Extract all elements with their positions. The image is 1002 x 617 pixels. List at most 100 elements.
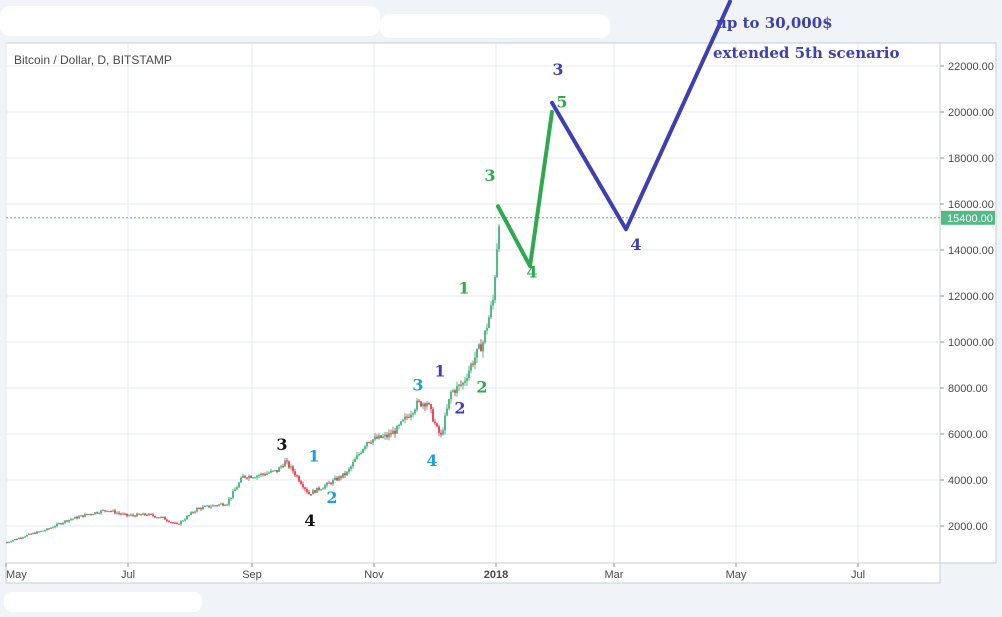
candle-body — [284, 460, 286, 467]
candle-body — [228, 499, 230, 505]
candle-body — [80, 515, 82, 517]
candle-body — [388, 433, 390, 438]
current-price-tag — [941, 210, 995, 225]
annotation-line1: up to 30,000$ — [716, 14, 833, 32]
candle-body — [486, 328, 488, 331]
candle-body — [420, 401, 422, 407]
candle-body — [40, 530, 42, 532]
candle-body — [214, 505, 216, 507]
candle-body — [14, 539, 16, 541]
candle-body — [96, 512, 98, 514]
candle-body — [166, 519, 168, 521]
candle-body — [402, 419, 404, 422]
candle-body — [322, 488, 324, 490]
candle-body — [222, 503, 224, 506]
candle-body — [448, 399, 450, 409]
candle-body — [256, 475, 258, 478]
candle-body — [274, 469, 276, 471]
candlestick-series — [6, 223, 500, 544]
candle-body — [162, 516, 164, 518]
candle-body — [94, 512, 96, 515]
candle-body — [278, 467, 280, 472]
candle-body — [34, 532, 36, 534]
candle-body — [232, 491, 234, 498]
candle-body — [470, 363, 472, 371]
x-tick-label: Jul — [121, 569, 135, 581]
candle-body — [116, 512, 118, 514]
candle-body — [224, 505, 226, 507]
candle-body — [238, 482, 240, 488]
candle-body — [72, 518, 74, 520]
candle-body — [438, 426, 440, 433]
wave-label: 3 — [276, 435, 287, 454]
candle-body — [354, 459, 356, 463]
candle-body — [288, 461, 290, 468]
candle-body — [150, 513, 152, 515]
candle-body — [476, 348, 478, 358]
candle-body — [226, 504, 228, 506]
top-white-patch-2 — [380, 14, 610, 38]
candle-body — [268, 472, 270, 474]
candle-body — [128, 515, 130, 517]
candle-body — [464, 380, 466, 383]
candle-body — [262, 473, 264, 475]
candle-body — [376, 436, 378, 439]
candle-body — [432, 409, 434, 422]
bottom-white-patch — [4, 592, 202, 612]
candle-body — [130, 514, 132, 516]
candle-body — [316, 487, 318, 493]
y-tick-label: 14000.00 — [948, 245, 994, 257]
candle-body — [392, 430, 394, 435]
candle-body — [320, 489, 322, 491]
candle-body — [350, 466, 352, 469]
candle-body — [482, 342, 484, 352]
candle-body — [110, 511, 112, 513]
y-tick-label: 12000.00 — [948, 291, 994, 303]
candle-body — [188, 514, 190, 516]
candle-body — [198, 507, 200, 509]
candle-body — [302, 484, 304, 488]
candle-body — [422, 403, 424, 407]
candle-body — [264, 474, 266, 476]
candle-body — [290, 466, 292, 468]
time-axis[interactable] — [5, 562, 941, 584]
price-axis[interactable] — [939, 42, 997, 564]
y-tick-label: 8000.00 — [948, 383, 988, 395]
candle-body — [416, 400, 418, 410]
candle-body — [490, 305, 492, 318]
candle-body — [100, 510, 102, 514]
candle-body — [38, 531, 40, 533]
candle-body — [414, 409, 416, 414]
candle-body — [404, 416, 406, 420]
y-tick-label: 18000.00 — [948, 153, 994, 165]
candle-body — [56, 523, 58, 527]
candle-body — [450, 391, 452, 400]
chart-title: Bitcoin / Dollar, D, BITSTAMP — [14, 53, 172, 67]
candle-body — [370, 442, 372, 444]
candle-body — [324, 485, 326, 489]
candle-body — [148, 513, 150, 516]
candle-body — [46, 528, 48, 531]
candle-body — [200, 508, 202, 510]
candle-body — [424, 403, 426, 407]
candle-body — [174, 522, 176, 524]
x-tick-labels: May Jul Sep Nov 2018 Mar May Jul — [6, 569, 865, 581]
candle-body — [488, 317, 490, 329]
candle-body — [62, 522, 64, 525]
candle-body — [10, 541, 12, 543]
wave-label: 2 — [326, 488, 337, 507]
candle-body — [18, 537, 20, 540]
candle-body — [306, 489, 308, 492]
candle-body — [28, 533, 30, 535]
plot-area[interactable] — [5, 42, 941, 564]
x-tick-label: May — [726, 569, 747, 581]
wave-label: 5 — [556, 92, 567, 111]
wave-label: 3 — [412, 375, 423, 394]
wave-label: 4 — [526, 263, 537, 282]
forecast-paths — [496, 0, 732, 269]
candle-body — [478, 344, 480, 349]
candle-body — [280, 466, 282, 468]
candle-body — [68, 519, 70, 522]
candle-body — [146, 514, 148, 516]
candle-body — [468, 370, 470, 379]
